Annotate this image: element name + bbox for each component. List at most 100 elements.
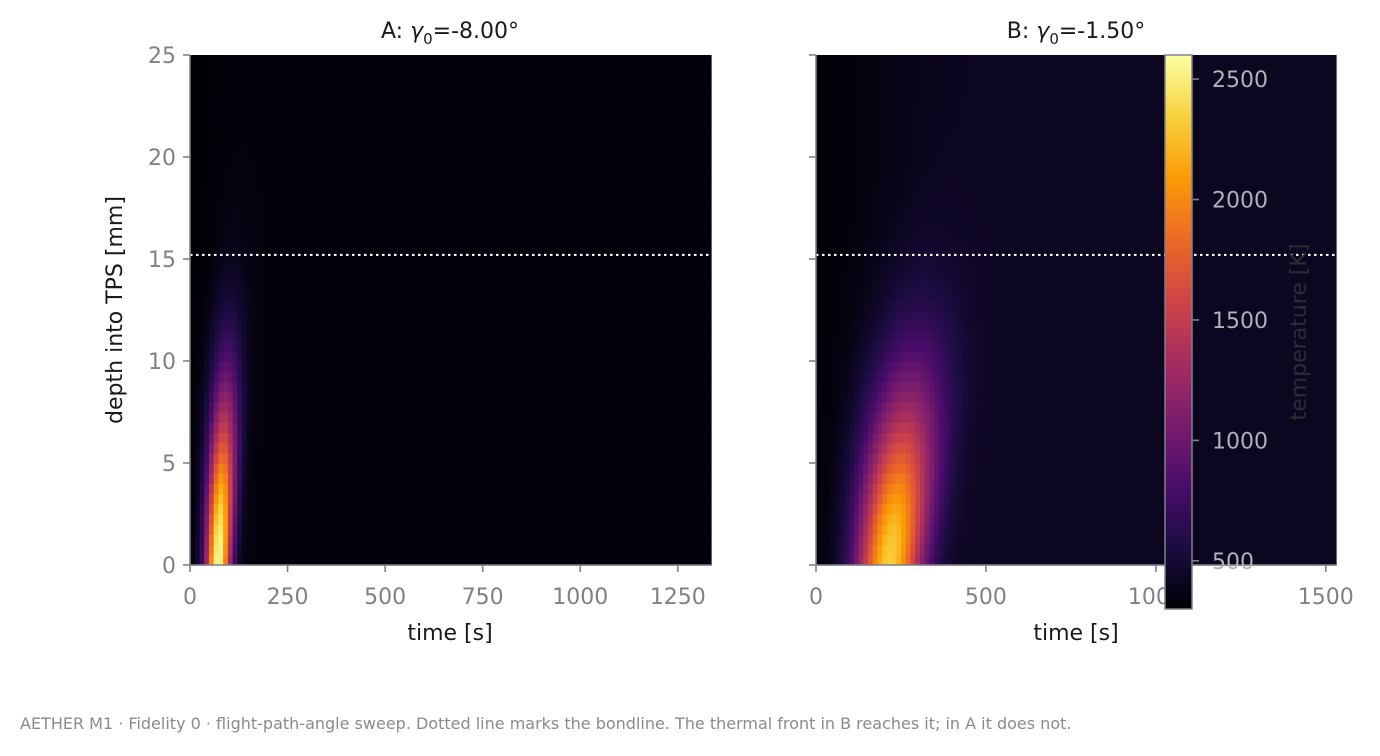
heatmap-cell <box>360 208 366 219</box>
heatmap-cell <box>327 381 333 393</box>
heatmap-cell <box>441 289 447 301</box>
heatmap-cell <box>474 534 480 546</box>
heatmap-cell <box>279 167 286 178</box>
heatmap-cell <box>223 289 229 301</box>
heatmap-cell <box>384 106 390 117</box>
heatmap-cell <box>412 361 418 372</box>
heatmap-cell <box>568 524 575 535</box>
heatmap-cell <box>388 75 395 87</box>
heatmap-cell <box>275 473 281 484</box>
heatmap-cell <box>573 422 579 433</box>
heatmap-cell <box>313 228 319 240</box>
heatmap-cell <box>630 269 636 280</box>
heatmap-cell <box>436 463 442 474</box>
heatmap-cell <box>336 371 343 382</box>
heatmap-cell <box>431 432 437 444</box>
heatmap-cell <box>654 361 660 372</box>
heatmap-cell <box>341 259 347 270</box>
heatmap-cell <box>369 55 376 66</box>
heatmap-cell <box>602 187 608 199</box>
heatmap-cell <box>464 116 471 127</box>
heatmap-cell <box>621 340 627 352</box>
heatmap-cell <box>374 157 381 168</box>
heatmap-cell <box>630 401 636 413</box>
heatmap-cell <box>587 554 594 566</box>
heatmap-cell <box>450 442 456 454</box>
heatmap-cell <box>384 442 390 454</box>
heatmap-cell <box>398 554 404 566</box>
heatmap-cell <box>573 289 579 301</box>
heatmap-cell <box>379 493 385 505</box>
heatmap-cell <box>218 85 224 97</box>
heatmap-cell <box>649 330 655 342</box>
heatmap-cell <box>497 320 504 331</box>
heatmap-cell <box>322 371 328 382</box>
heatmap-cell <box>412 116 418 127</box>
heatmap-cell <box>493 554 499 566</box>
heatmap-cell <box>294 391 300 403</box>
heatmap-cell <box>298 442 305 454</box>
heatmap-cell <box>426 432 433 444</box>
heatmap-cell <box>398 55 404 66</box>
heatmap-cell <box>384 299 390 311</box>
heatmap-cell <box>483 299 489 311</box>
heatmap-cell <box>559 299 565 311</box>
heatmap-cell <box>388 85 395 97</box>
heatmap-cell <box>284 473 291 484</box>
heatmap-cell <box>256 534 262 546</box>
heatmap-cell <box>644 371 651 382</box>
heatmap-cell <box>526 391 532 403</box>
heatmap-cell <box>336 401 343 413</box>
heatmap-cell <box>365 208 371 219</box>
heatmap-cell <box>450 463 456 474</box>
heatmap-cell <box>426 269 433 280</box>
heatmap-cell <box>417 289 423 301</box>
heatmap-cell <box>341 473 347 484</box>
heatmap-cell <box>426 106 433 117</box>
heatmap-cell <box>483 442 489 454</box>
heatmap-cell <box>478 299 485 311</box>
heatmap-cell <box>279 473 286 484</box>
heatmap-cell <box>469 146 475 158</box>
heatmap-cell <box>298 422 305 433</box>
heatmap-cell <box>237 208 243 219</box>
heatmap-cell <box>455 238 461 250</box>
heatmap-cell <box>412 208 418 219</box>
heatmap-cell <box>654 534 660 546</box>
heatmap-cell <box>606 238 613 250</box>
heatmap-cell <box>365 187 371 199</box>
heatmap-cell <box>194 412 201 423</box>
heatmap-cell <box>327 136 333 148</box>
heatmap-cell <box>441 473 447 484</box>
heatmap-cell <box>237 463 243 474</box>
heatmap-cell <box>559 412 565 423</box>
heatmap-cell <box>445 310 452 321</box>
heatmap-cell <box>270 554 276 566</box>
heatmap-cell <box>393 422 399 433</box>
heatmap-cell <box>265 401 272 413</box>
heatmap-cell <box>261 412 267 423</box>
heatmap-cell <box>223 136 229 148</box>
heatmap-cell <box>246 279 253 291</box>
heatmap-cell <box>478 422 485 433</box>
heatmap-cell <box>526 463 532 474</box>
heatmap-cell <box>422 269 428 280</box>
heatmap-cell <box>374 126 381 138</box>
heatmap-cell <box>417 146 423 158</box>
heatmap-cell <box>374 452 381 464</box>
heatmap-cell <box>512 361 518 372</box>
heatmap-cell <box>313 269 319 280</box>
heatmap-cell <box>635 269 641 280</box>
heatmap-cell <box>488 361 494 372</box>
heatmap-cell <box>284 167 291 178</box>
heatmap-cell <box>279 197 286 209</box>
heatmap-cell <box>654 269 660 280</box>
heatmap-cell <box>355 85 362 97</box>
heatmap-cell <box>365 218 371 229</box>
heatmap-cell <box>459 116 466 127</box>
heatmap-cell <box>407 197 414 209</box>
heatmap-cell <box>554 503 561 515</box>
heatmap-cell <box>559 228 565 240</box>
heatmap-cell <box>516 187 523 199</box>
heatmap-cell <box>493 412 499 423</box>
